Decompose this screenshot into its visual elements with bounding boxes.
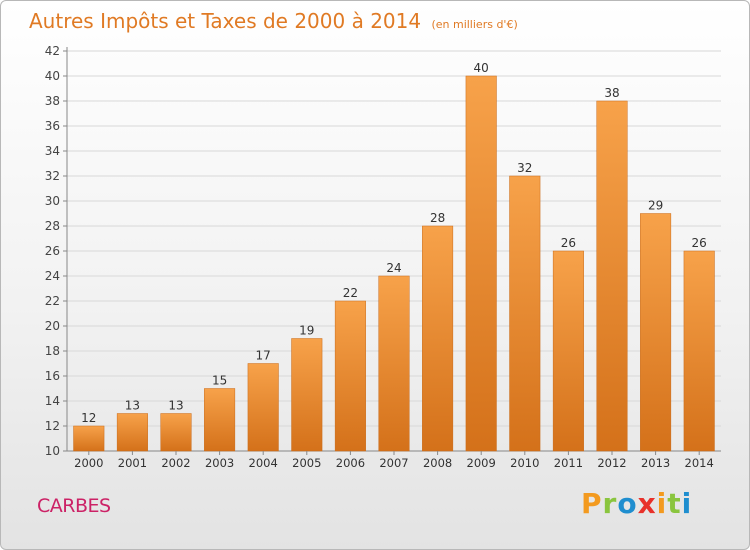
y-tick-label: 28 [45, 219, 60, 233]
x-tick-label: 2006 [336, 456, 365, 470]
logo-letter: o [617, 487, 638, 520]
bar-2009 [465, 75, 497, 452]
bar-value-label: 22 [343, 286, 358, 300]
x-tick-label: 2014 [685, 456, 714, 470]
x-tick-label: 2000 [74, 456, 103, 470]
y-tick-label: 18 [45, 344, 60, 358]
chart-subtitle: (en milliers d'€) [431, 18, 518, 31]
bar-2005 [291, 338, 323, 452]
bar-value-label: 24 [386, 261, 401, 275]
bar-value-label: 26 [561, 236, 576, 250]
y-tick-label: 38 [45, 94, 60, 108]
y-tick-label: 14 [45, 394, 60, 408]
x-tick-label: 2011 [554, 456, 583, 470]
bar-2003 [204, 388, 236, 452]
bar-value-label: 19 [299, 324, 314, 338]
y-tick-label: 36 [45, 119, 60, 133]
bar-value-label: 15 [212, 374, 227, 388]
logo-letter: i [656, 487, 668, 520]
x-tick-label: 2007 [379, 456, 408, 470]
bar-2007 [378, 275, 410, 452]
y-tick-label: 16 [45, 369, 60, 383]
bar-2006 [334, 300, 366, 452]
y-tick-label: 30 [45, 194, 60, 208]
y-tick-label: 32 [45, 169, 60, 183]
x-tick-label: 2008 [423, 456, 452, 470]
bar-2014 [683, 250, 715, 452]
bar-2013 [640, 213, 672, 452]
bar-value-label: 38 [604, 86, 619, 100]
x-tick-label: 2001 [118, 456, 147, 470]
proxiti-logo[interactable]: Proxiti [581, 487, 692, 520]
bar-2010 [509, 175, 541, 452]
x-tick-label: 2005 [292, 456, 321, 470]
bar-value-label: 12 [81, 411, 96, 425]
x-axis-ticks: 2000 2001 2002 2003 2004 2005 2006 2007 2008 2009… [74, 451, 714, 470]
logo-letter: r [602, 487, 618, 520]
x-tick-label: 2010 [510, 456, 539, 470]
x-tick-label: 2002 [161, 456, 190, 470]
bar-value-label: 13 [125, 399, 140, 413]
y-tick-label: 22 [45, 294, 60, 308]
bar-2000 [73, 425, 105, 452]
bars [73, 75, 715, 452]
y-tick-label: 10 [45, 444, 60, 458]
logo-letter: i [681, 487, 693, 520]
bar-2012 [596, 100, 628, 452]
bar-2001 [116, 413, 148, 452]
y-axis-ticks: 10 12 14 16 18 20 22 24 26 28 30 32 34 36 38 40 42 [45, 44, 67, 458]
bar-value-labels: 12 13 13 15 17 19 22 24 28 40 32 26 38 29 26 [81, 61, 707, 425]
y-tick-label: 26 [45, 244, 60, 258]
x-tick-label: 2013 [641, 456, 670, 470]
y-tick-label: 34 [45, 144, 60, 158]
y-tick-label: 20 [45, 319, 60, 333]
chart-title: Autres Impôts et Taxes de 2000 à 2014 (e… [29, 9, 518, 33]
bar-value-label: 13 [168, 399, 183, 413]
bar-2004 [247, 363, 279, 452]
bar-value-label: 17 [256, 349, 271, 363]
bar-value-label: 32 [517, 161, 532, 175]
bar-value-label: 40 [474, 61, 489, 75]
y-tick-label: 24 [45, 269, 60, 283]
chart-title-text: Autres Impôts et Taxes de 2000 à 2014 [29, 9, 422, 33]
x-tick-label: 2004 [249, 456, 278, 470]
bar-value-label: 28 [430, 211, 445, 225]
logo-letter: t [667, 487, 682, 520]
logo-letter: P [581, 487, 603, 520]
logo-letter: x [637, 487, 657, 520]
x-tick-label: 2009 [467, 456, 496, 470]
y-tick-label: 42 [45, 44, 60, 58]
x-tick-label: 2012 [597, 456, 626, 470]
y-tick-label: 12 [45, 419, 60, 433]
bar-2011 [552, 250, 584, 452]
x-tick-label: 2003 [205, 456, 234, 470]
y-tick-label: 40 [45, 69, 60, 83]
bar-value-label: 26 [692, 236, 707, 250]
bar-value-label: 29 [648, 199, 663, 213]
bar-2002 [160, 413, 192, 452]
place-name: CARBES [37, 495, 111, 517]
bar-2008 [422, 225, 454, 452]
